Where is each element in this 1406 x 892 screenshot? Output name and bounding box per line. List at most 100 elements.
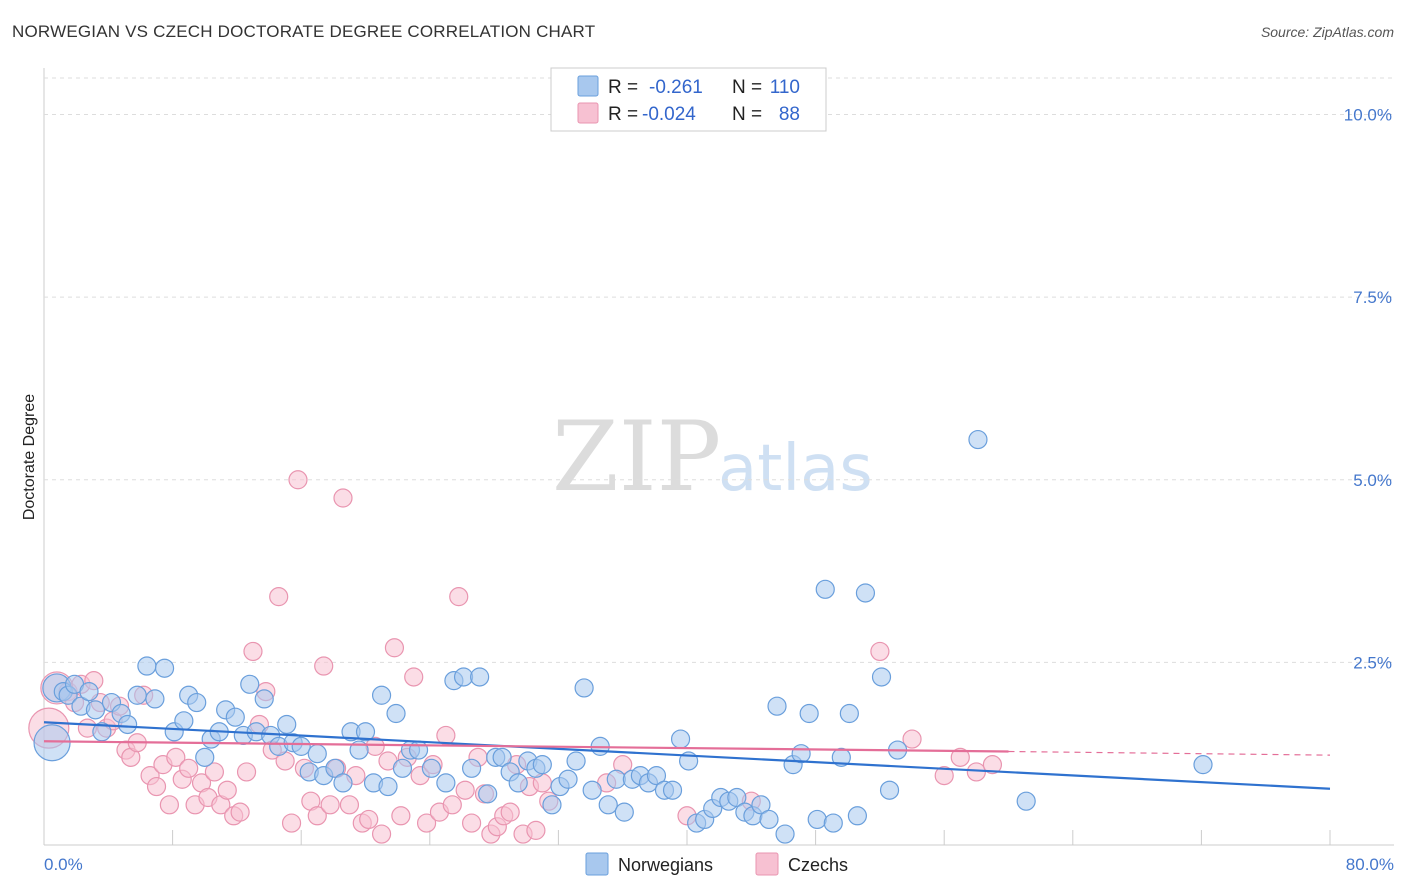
x-tick-label-max: 80.0% — [1346, 855, 1394, 874]
norwegians-point — [371, 685, 392, 705]
norwegians-point — [436, 773, 456, 793]
legend-r-value-czechs: -0.024 — [642, 104, 696, 125]
chart-title: NORWEGIAN VS CZECH DOCTORATE DEGREE CORR… — [12, 22, 596, 41]
czechs-point — [436, 725, 456, 746]
norwegians-point — [187, 692, 207, 713]
norwegians-point — [325, 758, 345, 778]
chart-source: Source: ZipAtlas.com — [1260, 24, 1394, 40]
czechs-point — [950, 747, 970, 767]
x-axis-ticks — [172, 830, 1331, 845]
legend-swatch-norwegians — [577, 75, 599, 97]
czechs-point — [307, 806, 327, 826]
norwegians-point — [421, 758, 442, 778]
norwegians-point — [839, 703, 859, 724]
norwegians-point — [355, 722, 376, 742]
norwegians-point — [807, 809, 827, 830]
y-tick-label: 5.0% — [1353, 471, 1392, 490]
czechs-point — [416, 813, 437, 833]
trend-lines — [43, 721, 1331, 790]
bottom-legend: Norwegians Czechs — [585, 852, 848, 876]
norwegians-point — [532, 755, 552, 775]
czechs-point — [236, 762, 257, 782]
norwegians-point — [727, 787, 747, 808]
norwegians-trend-line — [43, 721, 1331, 790]
czechs-point — [146, 776, 167, 797]
legend-r-label-czechs: R = — [608, 104, 638, 125]
czechs-point — [217, 780, 237, 800]
czechs-point — [281, 813, 302, 833]
czechs-point — [870, 641, 890, 662]
czechs-point — [166, 747, 186, 767]
norwegians-point — [240, 674, 260, 694]
bottom-legend-norwegians: Norwegians — [618, 855, 713, 875]
czechs-trend-line-extension — [1008, 750, 1331, 756]
norwegians-point — [333, 773, 353, 793]
czechs-point — [404, 667, 424, 687]
legend-n-value-czechs: 88 — [779, 104, 800, 125]
norwegians-point — [33, 724, 71, 762]
czechs-point — [339, 795, 360, 815]
norwegians-point — [145, 689, 165, 709]
norwegians-point — [566, 751, 586, 771]
norwegians-point — [291, 736, 311, 756]
czechs-point — [500, 802, 520, 822]
norwegians-point — [277, 714, 297, 735]
norwegians-point — [154, 658, 175, 678]
czechs-point — [179, 758, 199, 778]
czechs-point — [359, 809, 379, 830]
norwegians-point — [847, 806, 867, 826]
czechs-point — [320, 795, 340, 815]
x-tick-label-min: 0.0% — [44, 855, 83, 874]
gridlines — [44, 77, 1394, 663]
norwegians-points — [33, 429, 1213, 844]
norwegians-point — [558, 769, 578, 789]
czechs-point — [333, 488, 353, 508]
norwegians-point — [751, 795, 771, 815]
y-tick-label: 2.5% — [1353, 653, 1392, 672]
y-tick-label: 10.0% — [1344, 106, 1392, 125]
y-tick-label: 7.5% — [1353, 288, 1392, 307]
norwegians-point — [470, 667, 490, 687]
norwegians-point — [767, 696, 787, 716]
legend-swatch-czechs — [577, 102, 599, 124]
legend-n-label-norwegians: N = — [732, 77, 762, 98]
norwegians-point — [759, 809, 779, 830]
norwegians-point — [378, 776, 398, 797]
norwegians-point — [831, 747, 851, 767]
norwegians-point — [386, 703, 406, 724]
norwegians-point — [492, 747, 512, 767]
norwegians-point — [662, 780, 683, 800]
norwegians-point — [574, 678, 594, 698]
norwegians-point — [1016, 791, 1036, 811]
czechs-point — [391, 806, 411, 826]
norwegians-point — [871, 667, 892, 687]
norwegians-point — [508, 773, 528, 793]
norwegians-point — [646, 766, 667, 786]
norwegians-point — [968, 429, 988, 450]
watermark-zip: ZIP — [552, 401, 721, 513]
bottom-legend-swatch-norwegians — [585, 852, 609, 876]
czechs-point — [934, 766, 954, 786]
bottom-legend-swatch-czechs — [755, 852, 779, 876]
norwegians-point — [542, 795, 562, 815]
czechs-point — [902, 729, 922, 749]
watermark-atlas: atlas — [718, 432, 873, 506]
norwegians-point — [823, 813, 843, 833]
czechs-point — [269, 587, 289, 607]
czechs-point — [461, 813, 482, 833]
czechs-trend-line — [43, 740, 1009, 753]
norwegians-point — [879, 780, 900, 800]
norwegians-point — [614, 802, 634, 822]
norwegians-point — [254, 689, 274, 709]
norwegians-point — [195, 747, 215, 767]
czechs-point — [243, 641, 263, 662]
czechs-point — [455, 780, 475, 800]
czechs-point — [288, 470, 308, 490]
norwegians-point — [1193, 755, 1213, 775]
czechs-point — [230, 802, 250, 822]
norwegians-point — [582, 780, 602, 800]
legend-r-label-norwegians: R = — [608, 77, 638, 98]
czechs-point — [204, 762, 224, 782]
norwegians-point — [92, 722, 112, 742]
